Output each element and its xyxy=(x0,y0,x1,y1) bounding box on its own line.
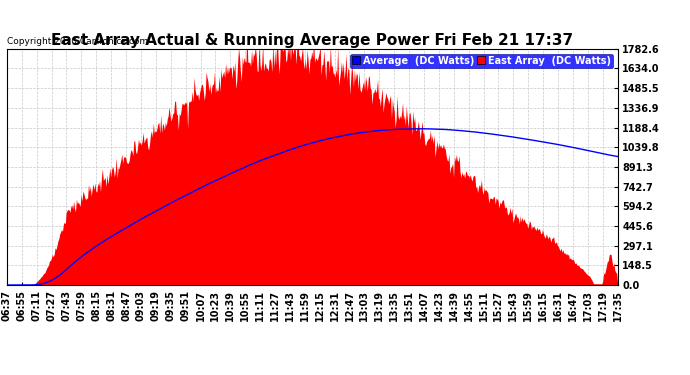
Legend: Average  (DC Watts), East Array  (DC Watts): Average (DC Watts), East Array (DC Watts… xyxy=(350,54,613,68)
Title: East Array Actual & Running Average Power Fri Feb 21 17:37: East Array Actual & Running Average Powe… xyxy=(51,33,573,48)
Text: Copyright 2020 Cartronics.com: Copyright 2020 Cartronics.com xyxy=(7,38,148,46)
